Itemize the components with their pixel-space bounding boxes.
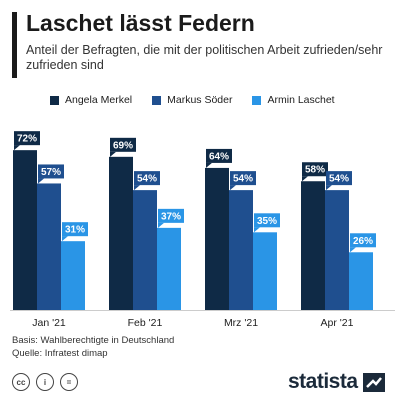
bar-laschet-2 (253, 232, 277, 310)
data-label-pointer-laschet-1 (158, 222, 164, 228)
data-label-soeder-0: 57% (41, 167, 61, 178)
page-subtitle: Anteil der Befragten, die mit der politi… (26, 43, 383, 72)
data-label-laschet-3: 26% (353, 236, 373, 247)
data-label-box-laschet-2 (254, 213, 280, 228)
data-label-box-merkel-3 (302, 162, 328, 177)
footer-basis: Basis: Wahlberechtigte in Deutschland (12, 335, 175, 346)
data-label-box-soeder-1 (134, 171, 160, 186)
bar-merkel-1 (109, 156, 133, 310)
cc-icon[interactable]: cc (12, 373, 30, 391)
by-icon[interactable]: i (36, 373, 54, 391)
statista-logo-icon (362, 372, 385, 392)
data-label-pointer-soeder-1 (134, 185, 140, 191)
data-label-merkel-2: 64% (209, 151, 229, 162)
legend-swatch-laschet (252, 95, 262, 105)
data-label-laschet-2: 35% (257, 216, 277, 227)
legend-swatch-merkel (50, 95, 59, 105)
data-label-pointer-laschet-2 (254, 227, 260, 233)
bar-laschet-3 (349, 252, 373, 310)
category-label-3: Apr '21 (321, 317, 354, 329)
brand[interactable]: statista (288, 370, 385, 394)
data-label-box-merkel-1 (110, 137, 136, 152)
data-label-box-soeder-0 (38, 164, 64, 179)
data-label-pointer-merkel-3 (302, 176, 308, 182)
data-label-pointer-laschet-3 (350, 247, 356, 253)
data-label-pointer-merkel-1 (110, 151, 116, 157)
data-label-box-soeder-2 (230, 171, 256, 186)
bar-chart: 72% 57% 31% Jan '21 69% 54% 37% Feb '21 64% 54% 35… (10, 131, 395, 329)
data-label-box-soeder-3 (326, 171, 352, 186)
legend-item-merkel: Angela Merkel (50, 94, 132, 106)
data-label-pointer-laschet-0 (62, 236, 68, 242)
nd-icon[interactable]: = (60, 373, 78, 391)
license-icons: cc i = (12, 373, 84, 391)
category-label-2: Mrz '21 (224, 317, 258, 329)
category-label-1: Feb '21 (128, 317, 163, 329)
data-label-box-merkel-0 (14, 131, 40, 146)
legend-label-soeder: Markus Söder (167, 94, 233, 106)
bar-soeder-2 (229, 190, 253, 310)
data-label-pointer-soeder-2 (230, 185, 236, 191)
legend-swatch-soeder (152, 95, 162, 105)
data-label-box-laschet-3 (350, 233, 376, 248)
bar-merkel-2 (205, 167, 229, 310)
data-label-laschet-1: 37% (161, 211, 181, 222)
bar-laschet-1 (157, 227, 181, 310)
data-label-pointer-merkel-2 (206, 162, 212, 168)
bar-soeder-3 (325, 190, 349, 310)
data-label-box-merkel-2 (206, 148, 232, 163)
legend-item-soeder: Markus Söder (152, 94, 232, 106)
legend-label-laschet: Armin Laschet (267, 94, 335, 106)
bar-laschet-0 (61, 241, 85, 310)
data-label-soeder-2: 54% (233, 174, 253, 185)
data-label-merkel-1: 69% (113, 140, 133, 151)
data-label-pointer-merkel-0 (14, 145, 20, 151)
data-label-merkel-0: 72% (17, 134, 37, 145)
bar-soeder-0 (37, 183, 61, 310)
bar-soeder-1 (133, 190, 157, 310)
data-label-box-laschet-1 (158, 208, 184, 223)
data-label-soeder-3: 54% (329, 174, 349, 185)
footer-source: Quelle: Infratest dimap (12, 348, 108, 359)
brand-name: statista (288, 370, 358, 393)
bar-merkel-3 (301, 181, 325, 310)
data-label-box-laschet-0 (62, 222, 88, 237)
data-label-laschet-0: 31% (65, 225, 85, 236)
legend-item-laschet: Armin Laschet (252, 94, 335, 106)
data-label-pointer-soeder-0 (38, 178, 44, 184)
data-label-pointer-soeder-3 (326, 185, 332, 191)
legend-label-merkel: Angela Merkel (65, 94, 133, 106)
chart-legend: Angela Merkel Markus Söder Armin Laschet (50, 93, 355, 107)
data-label-merkel-3: 58% (305, 165, 325, 176)
page-title: Laschet lässt Federn (26, 10, 255, 36)
category-label-0: Jan '21 (32, 317, 66, 329)
bar-merkel-0 (13, 150, 37, 310)
data-label-soeder-1: 54% (137, 174, 157, 185)
title-accent-bar (12, 12, 17, 78)
